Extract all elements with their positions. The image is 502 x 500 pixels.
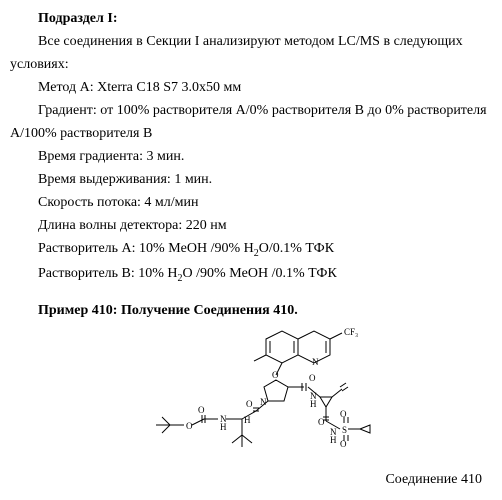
svg-text:O: O: [309, 373, 316, 383]
hold-time-line: Время выдерживания: 1 мин.: [10, 169, 492, 190]
svg-text:CF₃: CF₃: [344, 327, 358, 337]
grad-time-line: Время градиента: 3 мин.: [10, 146, 492, 167]
svg-text:H: H: [310, 399, 317, 409]
flow-line: Скорость потока: 4 мл/мин: [10, 192, 492, 213]
gradient-line-2: A/100% растворителя B: [10, 123, 492, 144]
gradient-line-1: Градиент: от 100% растворителя A/0% раст…: [10, 100, 492, 121]
intro-line-2: условиях:: [10, 54, 492, 75]
svg-text:H: H: [220, 422, 227, 432]
wavelength-line: Длина волны детектора: 220 нм: [10, 215, 492, 236]
compound-caption: Соединение 410: [385, 469, 482, 490]
subsection-heading: Подраздел I:: [10, 8, 492, 29]
svg-text:O: O: [198, 405, 205, 415]
compound-structure-figure: CF₃ N O O N H O N H S O O N O N H O O H: [10, 325, 492, 472]
svg-text:N: N: [260, 397, 267, 407]
solvent-a-line: Растворитель A: 10% MeOH /90% H2O/0.1% Т…: [10, 238, 492, 261]
svg-text:O: O: [272, 370, 279, 380]
svg-text:H: H: [244, 415, 251, 425]
svg-text:O: O: [318, 417, 325, 427]
svg-text:S: S: [342, 425, 347, 435]
document-page: Подраздел I: Все соединения в Секции I а…: [0, 0, 502, 490]
caption-row: Соединение 410: [10, 472, 492, 490]
solvent-b-line: Растворитель B: 10% H2O /90% MeOH /0.1% …: [10, 263, 492, 286]
compound-410-structure: CF₃ N O O N H O N H S O O N O N H O O H: [126, 325, 376, 465]
svg-text:O: O: [340, 439, 347, 449]
method-line: Метод А: Xterra C18 S7 3.0x50 мм: [10, 77, 492, 98]
intro-line-1: Все соединения в Секции I анализируют ме…: [10, 31, 492, 52]
svg-text:O: O: [340, 409, 347, 419]
example-heading: Пример 410: Получение Соединения 410.: [10, 300, 492, 321]
svg-text:O: O: [246, 399, 253, 409]
svg-text:N: N: [312, 357, 319, 367]
svg-text:H: H: [330, 435, 337, 445]
svg-text:O: O: [186, 421, 193, 431]
